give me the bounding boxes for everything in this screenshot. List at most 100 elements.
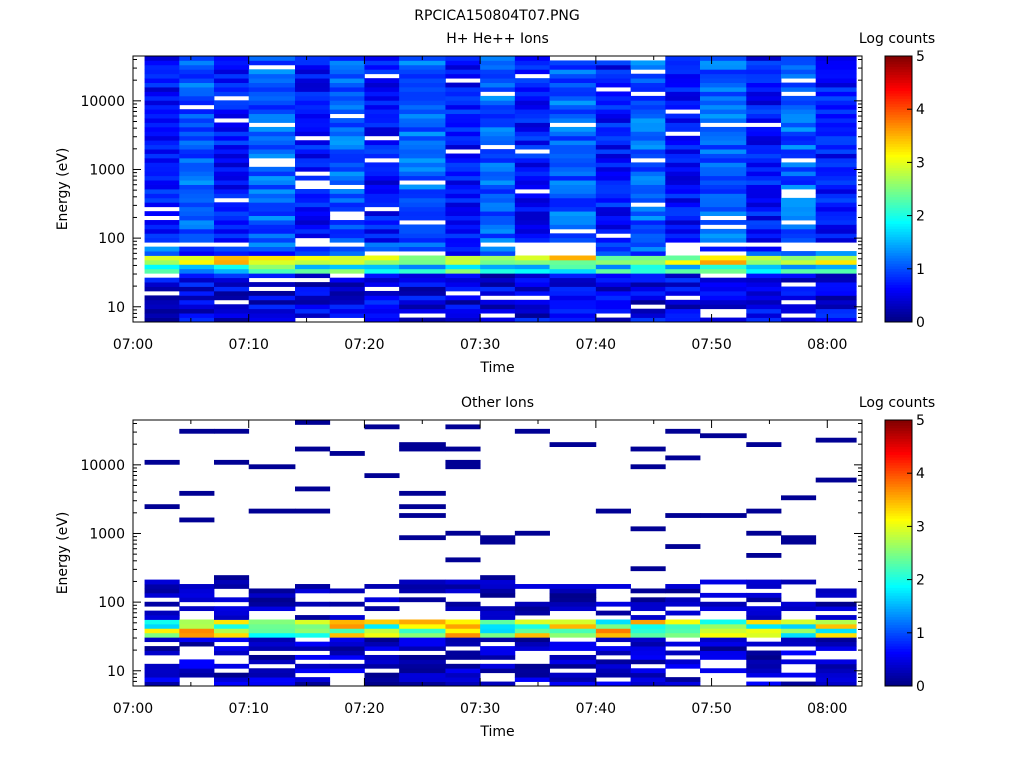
heatmap-cell [665, 228, 701, 234]
heatmap-cell [746, 672, 782, 678]
heatmap-cell [179, 135, 215, 141]
heatmap-cell [700, 193, 747, 199]
colorbar-segment [885, 648, 912, 652]
heatmap-cell [514, 530, 550, 536]
heatmap-cell [179, 122, 215, 128]
heatmap-cell [595, 131, 631, 137]
heatmap-cell [144, 73, 180, 79]
heatmap-cell [364, 299, 400, 305]
heatmap-cell [700, 623, 747, 629]
heatmap-cell [700, 104, 747, 110]
heatmap-cell [248, 268, 296, 274]
heatmap-cell [595, 282, 631, 287]
heatmap-cell [144, 623, 180, 629]
heatmap-cell [630, 104, 666, 110]
heatmap-cell [399, 78, 446, 83]
heatmap-cell [665, 677, 701, 682]
heatmap-cell [746, 180, 782, 185]
heatmap-cell [329, 228, 365, 234]
heatmap-cell [179, 277, 215, 283]
heatmap-cell [445, 317, 481, 323]
colorbar-segment [885, 143, 912, 147]
heatmap-cell [746, 237, 782, 243]
heatmap-cell [549, 184, 597, 190]
heatmap-cell [700, 246, 747, 252]
colorbar-segment [885, 446, 912, 450]
heatmap-cell [630, 632, 666, 638]
heatmap-cell [630, 233, 666, 239]
heatmap-cell [595, 64, 631, 70]
heatmap-cell [295, 654, 331, 660]
heatmap-cell [364, 308, 400, 314]
heatmap-cell [248, 646, 296, 651]
heatmap-cell [214, 277, 250, 283]
y-tick-label: 100 [98, 595, 125, 611]
heatmap-cell [329, 91, 365, 97]
heatmap-cell [549, 60, 597, 66]
heatmap-cell [329, 166, 365, 172]
heatmap-cell [630, 277, 666, 283]
heatmap-cell [329, 64, 365, 70]
heatmap-cell [364, 619, 400, 625]
heatmap-cell [214, 610, 250, 616]
heatmap-cell [214, 69, 250, 75]
heatmap-cell [399, 299, 446, 305]
heatmap-cell [630, 135, 666, 141]
heatmap-cell [549, 64, 597, 70]
heatmap-cell [746, 659, 782, 665]
heatmap-cell [781, 95, 817, 101]
heatmap-cell [364, 277, 400, 283]
heatmap-cell [700, 56, 747, 61]
heatmap-cell [549, 677, 597, 682]
heatmap-cell [179, 259, 215, 265]
heatmap-cell [399, 277, 446, 283]
heatmap-cell [480, 149, 516, 154]
heatmap-cell [295, 202, 331, 208]
heatmap-cell [549, 233, 597, 239]
heatmap-cell [214, 575, 250, 580]
heatmap-cell [144, 144, 180, 150]
heatmap-cell [700, 220, 747, 225]
heatmap-cell [595, 171, 631, 177]
heatmap-cell [514, 428, 550, 434]
y-axis-label: Energy (eV) [55, 148, 71, 231]
heatmap-cell [746, 56, 782, 61]
colorbar-tick-label: 3 [916, 155, 925, 171]
heatmap-cell [815, 104, 857, 110]
heatmap-cell [445, 277, 481, 283]
colorbar-segment [885, 220, 912, 224]
heatmap-cell [214, 171, 250, 177]
heatmap-cell [295, 677, 331, 682]
heatmap-cell [214, 628, 250, 634]
heatmap-cell [480, 157, 516, 163]
colorbar-segment [885, 212, 912, 216]
colorbar-segment [885, 440, 912, 445]
heatmap-cell [445, 140, 481, 146]
heatmap-cell [179, 273, 215, 279]
heatmap-cell [248, 202, 296, 208]
heatmap-cell [214, 73, 250, 79]
heatmap-cell [630, 140, 666, 146]
colorbar-tick-label: 4 [916, 102, 925, 118]
heatmap-cell [329, 304, 365, 310]
colorbar-segment [885, 475, 912, 479]
heatmap-cell [214, 233, 250, 239]
heatmap-cell [445, 144, 481, 150]
heatmap-cell [144, 166, 180, 172]
heatmap-cell [480, 255, 516, 261]
heatmap-cell [630, 144, 666, 150]
heatmap-cell [144, 504, 180, 510]
heatmap-cell [665, 157, 701, 163]
colorbar-frame [884, 419, 913, 687]
heatmap-cell [549, 211, 597, 216]
heatmap-cell [700, 149, 747, 154]
heatmap-cell [595, 206, 631, 212]
heatmap-cell [214, 246, 250, 252]
colorbar-segment [885, 311, 912, 315]
heatmap-cell [549, 237, 597, 243]
heatmap-cell [144, 615, 180, 620]
colorbar-segment [885, 456, 912, 461]
heatmap-cell [549, 601, 597, 607]
colorbar-segment [885, 279, 912, 283]
colorbar-segment [885, 162, 912, 166]
